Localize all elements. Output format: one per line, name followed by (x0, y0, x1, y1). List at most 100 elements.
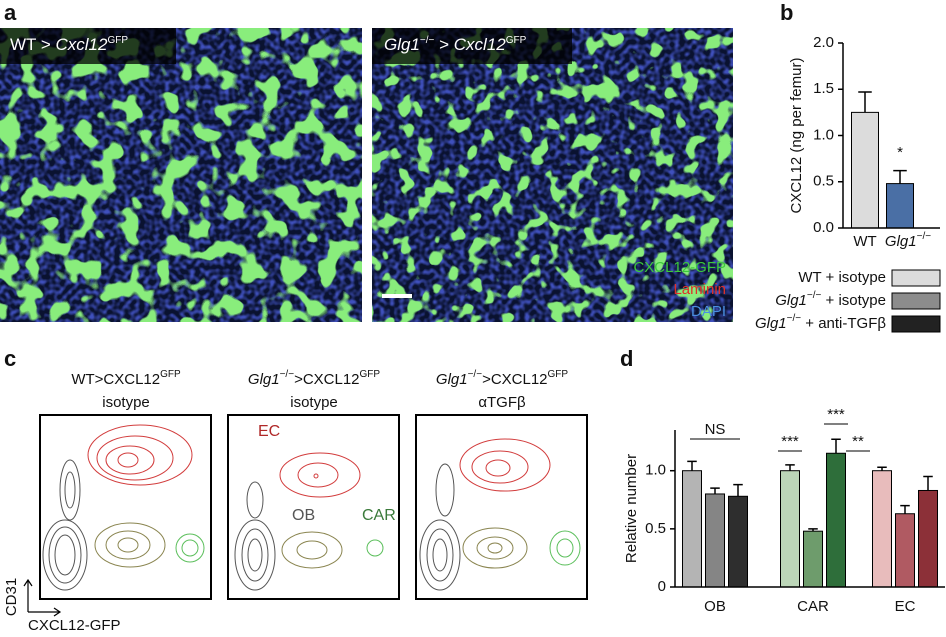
legend-label-run: + anti-TGFβ (801, 315, 886, 332)
x-tick-label-run: OB (704, 598, 726, 615)
legend-label-run: −/− (787, 313, 802, 324)
flow-x-label: CXCL12-GFP (28, 617, 121, 634)
flow-title-run: Glg1 (436, 371, 468, 388)
image-label-run: −/− (420, 35, 435, 46)
image-label: WT > Cxcl12GFP (10, 35, 128, 54)
error-bar (900, 504, 910, 514)
x-tick-label-run: CAR (797, 598, 829, 615)
bar (728, 495, 748, 588)
flow-subtitle: isotype (290, 394, 338, 411)
flow-title: Glg1−/−>CXCL12GFP (248, 369, 381, 388)
panel-label: a (4, 0, 17, 25)
x-tick-label-run: −/− (917, 231, 932, 242)
flow-y-label: CD31 (3, 578, 20, 616)
image-label-run: GFP (107, 35, 128, 46)
legend-swatch (891, 315, 941, 333)
error-bar (877, 466, 887, 471)
y-tick-label: 0.5 (813, 173, 834, 190)
error-bar (785, 464, 795, 471)
y-axis-label: CXCL12 (ng per femur) (788, 58, 805, 214)
bar (886, 183, 914, 229)
x-tick-label: CAR (797, 598, 829, 615)
flow-title-run: >CXCL12 (294, 371, 359, 388)
panel-label: d (620, 346, 633, 371)
y-tick-label: 0.5 (645, 520, 666, 537)
flow-subtitle: isotype (102, 394, 150, 411)
bar (826, 452, 846, 588)
error-bar (923, 475, 933, 491)
legend-label-run: Glg1 (755, 315, 787, 332)
stain-legend: CXCL12-GFP (633, 259, 726, 276)
y-tick-label: 1.0 (813, 126, 834, 143)
error-bar (893, 169, 907, 184)
y-axis-label: Relative number (623, 454, 640, 563)
flow-title: WT>CXCL12GFP (71, 369, 181, 388)
flow-title-run: >CXCL12 (482, 371, 547, 388)
y-tick-label: 0.0 (813, 219, 834, 236)
significance: *** (781, 433, 799, 450)
x-tick-label-run: Glg1 (885, 233, 917, 250)
error-bar (858, 91, 872, 113)
image-label-run: WT > (10, 35, 56, 54)
error-bar (710, 487, 720, 494)
error-bar (808, 528, 818, 532)
x-tick-label: Glg1−/− (885, 231, 931, 250)
error-bar (733, 483, 743, 497)
micrograph-glg1 (372, 28, 733, 322)
x-tick-label-run: EC (895, 598, 916, 615)
population-label: EC (258, 423, 280, 440)
panel-label: b (780, 0, 793, 25)
bar (705, 493, 725, 588)
y-tick-label: 1.0 (645, 462, 666, 479)
bar (803, 530, 823, 588)
stain-legend: DAPI (691, 303, 726, 320)
image-label-run: Cxcl12 (56, 35, 109, 54)
micrograph-wt (0, 28, 362, 322)
flow-title-run: Glg1 (248, 371, 280, 388)
x-tick-label: WT (853, 233, 876, 250)
flow-subtitle: αTGFβ (478, 394, 526, 411)
x-tick-label: OB (704, 598, 726, 615)
flow-title: Glg1−/−>CXCL12GFP (436, 369, 569, 388)
error-bar (831, 438, 841, 454)
image-label-run: GFP (506, 35, 527, 46)
flow-title-run: −/− (468, 369, 483, 380)
population-label: OB (292, 507, 315, 524)
image-label-run: Cxcl12 (454, 35, 507, 54)
y-tick-label: 0 (658, 578, 666, 595)
flow-title-run: GFP (160, 369, 181, 380)
flow-title-run: GFP (548, 369, 569, 380)
x-tick-label-run: WT (853, 233, 876, 250)
legend-label: Glg1−/− + isotype (775, 290, 886, 309)
stain-legend: Laminin (673, 281, 726, 298)
y-tick-label: 1.5 (813, 80, 834, 97)
flow-title-run: GFP (360, 369, 381, 380)
error-bar (687, 460, 697, 471)
population-label: CAR (362, 507, 396, 524)
legend-swatch (891, 269, 941, 287)
legend-label-run: + isotype (821, 292, 886, 309)
flow-title-run: WT>CXCL12 (71, 371, 160, 388)
legend-swatch (891, 292, 941, 310)
bar (851, 111, 879, 229)
image-label-run: Glg1 (384, 35, 420, 54)
significance: *** (827, 406, 845, 423)
flow-plots (39, 414, 588, 600)
bar (895, 513, 915, 588)
legend-label: Glg1−/− + anti-TGFβ (755, 313, 886, 332)
significance: NS (705, 421, 726, 438)
flow-title-run: −/− (280, 369, 295, 380)
bar (780, 470, 800, 588)
legend-label-run: Glg1 (775, 292, 807, 309)
legend-label-run: −/− (807, 290, 822, 301)
bar (872, 470, 892, 588)
flow-axis-arrows (23, 578, 62, 617)
image-label: Glg1−/− > Cxcl12GFP (384, 35, 527, 54)
bar (918, 489, 938, 588)
legend-label-run: WT + isotype (798, 269, 886, 286)
significance: * (897, 144, 903, 161)
image-label-run: > (434, 35, 453, 54)
legend-label: WT + isotype (798, 269, 886, 286)
x-tick-label: EC (895, 598, 916, 615)
